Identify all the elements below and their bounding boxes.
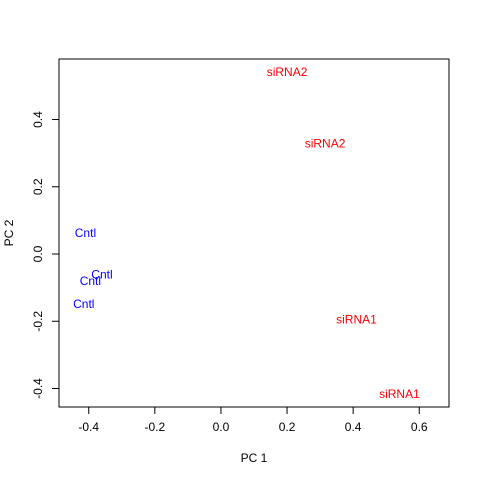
y-tick-label: 0.0 [31,245,45,262]
x-tick-label: 0.0 [213,420,230,434]
plot-frame [58,58,450,408]
y-tick-label: 0.2 [31,178,45,195]
y-tick-label: 0.4 [31,111,45,128]
x-axis: -0.4 -0.2 0.0 0.2 0.4 0.6 [78,406,428,434]
point-label-cntl: Cntl [80,274,101,288]
y-tick-label: -0.4 [31,378,45,399]
x-tick-label: 0.2 [279,420,296,434]
point-label-cntl: Cntl [91,268,112,282]
y-tick-label: -0.2 [31,311,45,332]
point-label-cntl: Cntl [73,297,94,311]
x-tick-label: 0.6 [411,420,428,434]
x-axis-label: PC 1 [241,451,268,465]
point-label-sirna2: siRNA2 [267,65,308,79]
x-tick-label: 0.4 [345,420,362,434]
point-label-cntl: Cntl [75,226,96,240]
x-tick-label: -0.2 [145,420,166,434]
point-label-sirna1: siRNA1 [336,313,377,327]
point-label-sirna2: siRNA2 [305,136,346,150]
point-label-sirna1: siRNA1 [379,387,420,401]
x-tick-label: -0.4 [78,420,99,434]
y-axis-label: PC 2 [2,219,16,246]
